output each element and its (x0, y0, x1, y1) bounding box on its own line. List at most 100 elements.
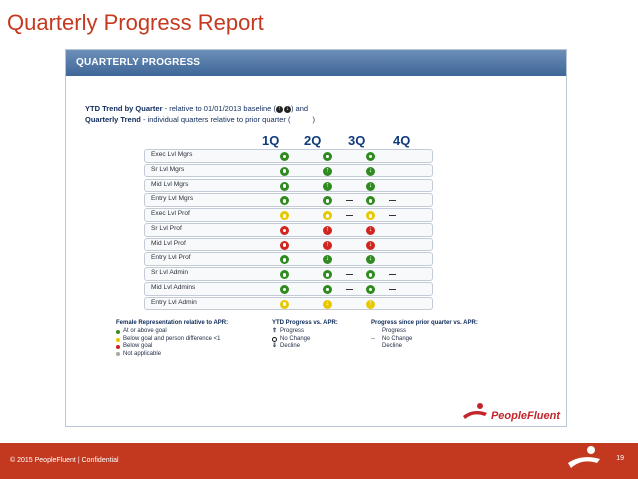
legend-dot-icon (116, 330, 120, 335)
yellow-up-arrow-icon: ↑ (366, 299, 375, 309)
green-circle-icon (323, 285, 332, 295)
quarter-cell (280, 270, 289, 280)
green-circle-icon (280, 285, 289, 295)
subtitle-ytd-text: - relative to 01/01/2013 baseline ( (162, 104, 276, 113)
progress-row: Exec Lvl Mgrs (144, 149, 433, 163)
green-up-arrow-icon: ↑ (323, 181, 332, 191)
quarter-cell (346, 285, 355, 294)
progress-row: Mid Lvl Admins (144, 282, 433, 296)
footer-text: © 2015 PeopleFluent | Confidential (10, 457, 119, 464)
green-circle-icon (280, 166, 289, 176)
progress-row: Sr Lvl Prof ↑ ↓ (144, 222, 433, 237)
subtitle-ytd-bold: YTD Trend by Quarter (85, 104, 163, 113)
legend-ytd-heading: YTD Progress vs. APR: (272, 320, 338, 326)
legend-item: Progress (371, 328, 478, 335)
legend-item: Not applicable (116, 351, 228, 358)
quarter-cell (389, 196, 398, 205)
quarter-cell: ↓ (366, 240, 375, 250)
quarter-cell (280, 285, 289, 295)
yellow-circle-icon (280, 299, 289, 309)
quarter-cell (323, 152, 332, 161)
progress-row: Mid Lvl Mgrs ↑ ↓ (144, 178, 433, 193)
yellow-circle-icon (323, 211, 332, 221)
green-circle-icon (280, 181, 289, 191)
red-up-arrow-icon: ↑ (323, 225, 332, 235)
quarter-cell: ↓ (366, 181, 375, 191)
quarter-cell: ↑ (323, 181, 332, 191)
legend-item: -- No Change (371, 336, 478, 343)
legend-prior-heading: Progress since prior quarter vs. APR: (371, 320, 478, 326)
row-label: Entry Lvl Mgrs (151, 195, 194, 203)
quarter-cell (389, 285, 398, 294)
progress-rows: Exec Lvl Mgrs Sr Lvl Mgrs ↑ ↓ Mid Lvl Mgrs ↑ ↓… (144, 149, 433, 312)
row-label: Sr Lvl Prof (151, 224, 182, 232)
legend-item: No Change (272, 336, 338, 343)
red-circle-icon (280, 240, 289, 250)
legend-female-heading: Female Representation relative to APR: (116, 320, 229, 326)
row-label: Mid Lvl Mgrs (151, 180, 189, 188)
no-change-dash-icon (346, 199, 353, 202)
quarterly-progress-panel: QUARTERLY PROGRESS YTD Trend by Quarter … (65, 49, 567, 427)
progress-row: Exec Lvl Prof (144, 208, 433, 222)
progress-row: Sr Lvl Mgrs ↑ ↓ (144, 163, 433, 178)
legend-female-representation: Female Representation relative to APR: A… (116, 320, 228, 358)
green-circle-icon (323, 270, 332, 280)
quarter-cell (366, 270, 375, 280)
green-circle-icon (280, 255, 289, 265)
quarter-header-1q: 1Q (262, 133, 280, 148)
quarter-cell (346, 196, 355, 205)
row-label: Mid Lvl Prof (151, 239, 186, 247)
no-change-dash-icon (346, 214, 353, 217)
quarter-cell: ↓ (366, 225, 375, 235)
quarter-cell (280, 196, 289, 206)
quarter-cell: ↑ (323, 166, 332, 176)
panel-header: QUARTERLY PROGRESS (66, 50, 566, 76)
row-label: Exec Lvl Mgrs (151, 151, 193, 158)
quarter-cell (280, 166, 289, 176)
quarter-cell (346, 211, 355, 220)
green-circle-icon (280, 270, 289, 280)
quarter-cell (323, 211, 332, 221)
footer-bar (0, 443, 638, 479)
legend-label: Not applicable (123, 350, 162, 357)
green-up-arrow-icon: ↑ (323, 166, 332, 176)
legend-label: Progress (382, 328, 407, 335)
no-change-dash-icon (346, 288, 353, 291)
green-down-arrow-icon: ↓ (323, 255, 332, 265)
subtitle-qtrend-bold: Quarterly Trend (85, 115, 141, 124)
red-circle-icon (280, 225, 289, 235)
row-label: Entry Lvl Prof (151, 254, 191, 262)
quarter-cell: ↑ (323, 240, 332, 250)
legend-item: ⇓ Decline (272, 343, 338, 350)
subtitle-qtrend-text: - individual quarters relative to prior … (140, 115, 291, 124)
legend-label: No Change (382, 335, 413, 342)
peoplefluent-logo: PeopleFluent (461, 402, 560, 422)
legend-label: At or above goal (123, 328, 167, 335)
no-change-dash-icon (389, 288, 396, 291)
legend-label: Below goal (123, 343, 153, 350)
legend-dot-icon (116, 352, 120, 357)
quarter-cell (389, 211, 398, 220)
slide-title: Quarterly Progress Report (7, 10, 264, 35)
quarter-cell (389, 270, 398, 279)
down-arrow-icon: ↓ (283, 105, 291, 113)
quarter-cell: ↑ (366, 299, 375, 309)
quarter-cell: ↓ (366, 166, 375, 176)
row-label: Entry Lvl Admin (151, 298, 197, 306)
footer-logo-icon (568, 446, 600, 468)
green-circle-icon (323, 196, 332, 206)
quarter-cell (323, 270, 332, 280)
no-change-dash-icon (346, 273, 353, 276)
progress-row: Entry Lvl Admin ↓ ↑ (144, 296, 433, 311)
red-down-arrow-icon: ↓ (366, 240, 375, 250)
legend-item: Below goal and person difference <1 (116, 336, 228, 343)
no-change-dash-icon (389, 273, 396, 276)
legend-item: At or above goal (116, 328, 228, 335)
quarter-header-4q: 4Q (393, 133, 411, 148)
green-circle-icon (366, 270, 375, 280)
page-number: 19 (616, 455, 624, 462)
progress-row: Entry Lvl Prof ↓ ↓ (144, 252, 433, 267)
quarter-cell (280, 255, 289, 265)
quarter-cell (366, 285, 375, 295)
green-circle-icon (323, 152, 332, 161)
